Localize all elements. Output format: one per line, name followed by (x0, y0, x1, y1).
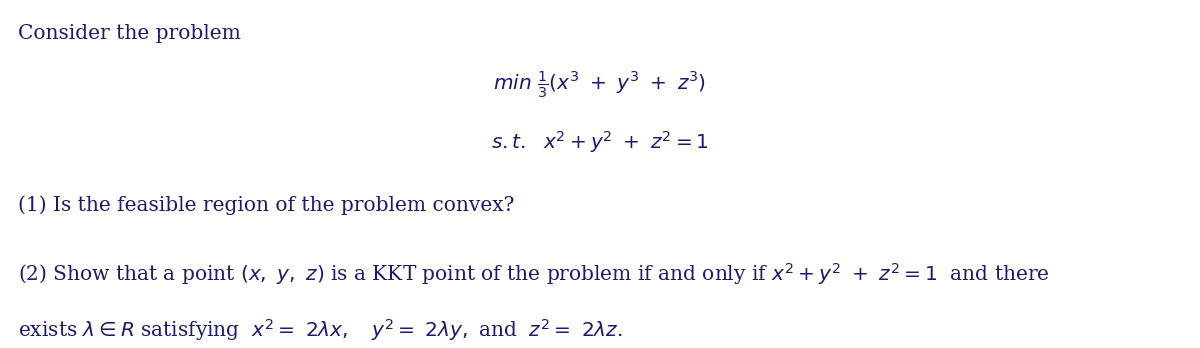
Text: Consider the problem: Consider the problem (18, 24, 241, 44)
Text: exists $\lambda \in R$ satisfying  $x^2 =\ 2\lambda x,\ $  $y^2 =\ 2\lambda y,$ : exists $\lambda \in R$ satisfying $x^2 =… (18, 317, 623, 342)
Text: (2) Show that a point $(x,\ y,\ z)$ is a KKT point of the problem if and only if: (2) Show that a point $(x,\ y,\ z)$ is a… (18, 261, 1050, 287)
Text: (1) Is the feasible region of the problem convex?: (1) Is the feasible region of the proble… (18, 195, 515, 214)
Text: $min\ \frac{1}{3}(x^3\ +\ y^3\ +\ z^3)$: $min\ \frac{1}{3}(x^3\ +\ y^3\ +\ z^3)$ (493, 70, 707, 100)
Text: $s.t.\ \ x^2 + y^2\ +\ z^2 = 1$: $s.t.\ \ x^2 + y^2\ +\ z^2 = 1$ (491, 129, 709, 155)
